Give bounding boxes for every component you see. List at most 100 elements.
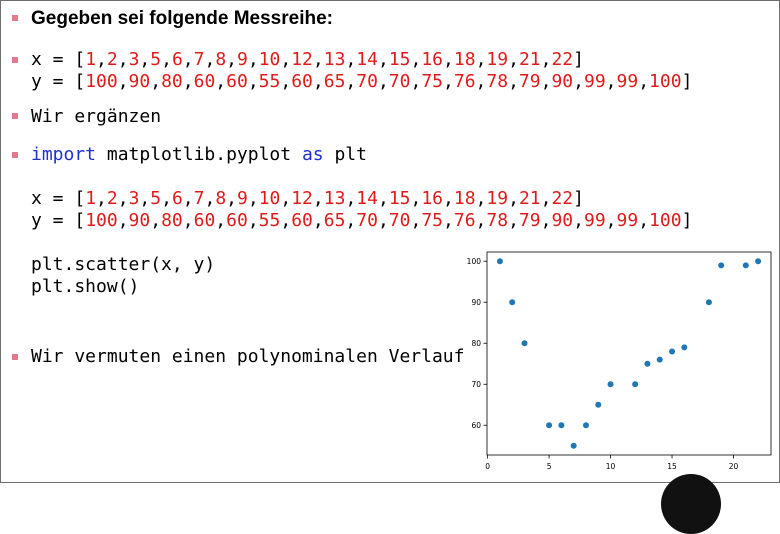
scatter-point	[669, 348, 676, 355]
series-number: 8	[215, 49, 227, 70]
series-number: 76	[453, 71, 476, 92]
series-number: 18	[453, 188, 476, 209]
series-number: 60	[193, 210, 216, 231]
series-number: 55	[258, 210, 281, 231]
series-number: 16	[421, 188, 444, 209]
series-number: 14	[356, 49, 378, 70]
scatter-point	[496, 258, 503, 265]
series-number: 16	[421, 49, 444, 70]
x-tick-label: 15	[667, 462, 677, 471]
series-number: 100	[85, 210, 118, 231]
series-number: 70	[356, 210, 378, 231]
series-number: 78	[486, 210, 509, 231]
series-number: 65	[323, 210, 346, 231]
series-number: 60	[291, 71, 313, 92]
y-tick-label: 70	[471, 380, 481, 389]
scatter-point	[595, 401, 602, 408]
code-block: import matplotlib.pyplot as plt x = [1,2…	[31, 144, 693, 297]
code-scatter: plt.scatter(x, y)	[31, 254, 216, 275]
series-number: 55	[258, 71, 281, 92]
series-number: 6	[171, 49, 183, 70]
series-number: 5	[150, 49, 162, 70]
scatter-point	[656, 356, 663, 363]
series-number: 3	[128, 49, 140, 70]
series-number: 1	[85, 49, 97, 70]
series-number: 99	[616, 210, 639, 231]
scatter-point	[742, 262, 749, 269]
scatter-point	[644, 360, 651, 367]
series-number: 78	[486, 71, 509, 92]
scatter-chart: 0 5 10 15 20 60 70 80 90 100	[467, 251, 772, 471]
series-number: 3	[128, 188, 140, 209]
series-number: 100	[85, 71, 118, 92]
series-number: 1	[85, 188, 97, 209]
series-number: 90	[128, 71, 151, 92]
series-number: 21	[518, 188, 541, 209]
series-block: x = [1,2,3,5,6,7,8,9,10,12,13,14,15,16,1…	[31, 49, 693, 92]
series-number: 70	[356, 71, 378, 92]
series-number: 70	[388, 71, 411, 92]
series-number: 79	[518, 210, 541, 231]
series-number: 14	[356, 188, 378, 209]
series-number: 70	[388, 210, 411, 231]
y-tick-label: 90	[471, 298, 481, 307]
series-number: 7	[193, 188, 205, 209]
series-number: 6	[171, 188, 183, 209]
series-number: 60	[193, 71, 216, 92]
y-tick-label: 60	[471, 421, 481, 430]
scatter-point	[509, 299, 516, 306]
bullet	[12, 354, 18, 360]
series-number: 5	[150, 188, 162, 209]
bullet	[12, 113, 18, 119]
bullet	[12, 15, 18, 21]
series-number: 21	[518, 49, 541, 70]
series-number: 99	[583, 71, 606, 92]
series-number: 19	[486, 49, 509, 70]
series-number: 9	[237, 188, 248, 209]
scatter-point	[582, 422, 589, 429]
scatter-point	[681, 344, 688, 351]
scatter-point	[521, 340, 528, 347]
series-number: 90	[551, 210, 574, 231]
series-number: 22	[551, 49, 574, 70]
series-number: 2	[106, 188, 118, 209]
code-show: plt.show()	[31, 276, 140, 297]
series-number: 100	[649, 210, 682, 231]
series-number: 18	[453, 49, 476, 70]
series-number: 80	[161, 210, 183, 231]
scatter-point	[755, 258, 762, 265]
series-number: 13	[323, 188, 346, 209]
series-number: 15	[388, 49, 411, 70]
series-number: 8	[215, 188, 227, 209]
series-number: 60	[226, 71, 248, 92]
series-number: 10	[258, 188, 281, 209]
y-tick-label: 80	[471, 339, 481, 348]
series-number: 7	[193, 49, 205, 70]
text-conclusion: Wir vermuten einen polynominalen Verlauf	[31, 346, 465, 367]
series-number: 65	[323, 71, 346, 92]
y-tick-label: 100	[467, 257, 482, 266]
series-number: 76	[453, 210, 476, 231]
text-wir-erganzen: Wir ergänzen	[31, 106, 162, 127]
series-number: 75	[421, 71, 444, 92]
series-number: 2	[106, 49, 118, 70]
presenter-camera-circle	[661, 474, 721, 534]
series-number: 12	[291, 49, 313, 70]
x-tick-label: 10	[606, 462, 616, 471]
scatter-point	[546, 422, 553, 429]
series-number: 60	[291, 210, 313, 231]
scatter-point	[632, 381, 639, 388]
scatter-point	[718, 262, 725, 269]
series-number: 75	[421, 210, 444, 231]
x-tick-label: 20	[729, 462, 739, 471]
series-number: 99	[616, 71, 639, 92]
series-number: 90	[551, 71, 574, 92]
x-tick-label: 0	[485, 462, 490, 471]
series-number: 79	[518, 71, 541, 92]
series-number: 12	[291, 188, 313, 209]
plot-area	[486, 251, 772, 456]
bullet	[12, 152, 18, 158]
scatter-point	[570, 442, 577, 449]
bullet	[12, 57, 18, 63]
series-number: 15	[388, 188, 411, 209]
